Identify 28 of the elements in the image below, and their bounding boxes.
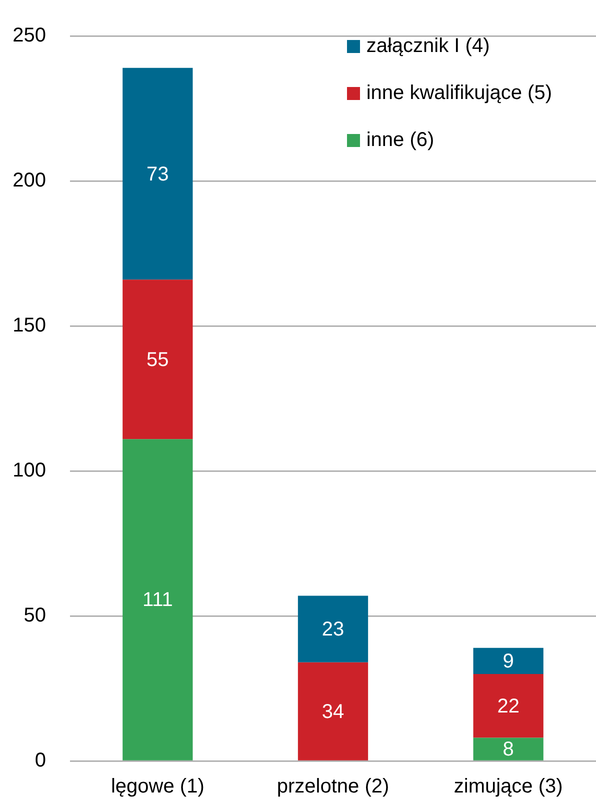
x-tick-label: lęgowe (1)	[110, 776, 204, 798]
data-label: 23	[322, 618, 344, 641]
x-tick-label: przelotne (2)	[276, 776, 390, 798]
bar	[122, 280, 193, 440]
y-tick-label: 150	[12, 314, 46, 337]
data-label: 111	[142, 589, 173, 612]
y-tick-label: 200	[12, 170, 46, 192]
data-label: 55	[146, 348, 169, 371]
bar	[122, 439, 193, 760]
data-label: 34	[322, 700, 344, 723]
y-tick-label: 250	[12, 24, 46, 47]
bar	[122, 68, 193, 280]
y-tick-label: 0	[34, 750, 46, 772]
legend-label: załącznik I (4)	[366, 34, 490, 58]
data-label: 73	[146, 163, 169, 186]
bar	[473, 738, 544, 760]
bar	[473, 648, 544, 674]
y-tick-label: 50	[24, 604, 46, 627]
bar	[298, 596, 368, 662]
bar	[298, 662, 368, 760]
data-label: 8	[502, 738, 514, 761]
bar	[473, 674, 544, 738]
data-label: 9	[502, 650, 514, 672]
data-label: 22	[497, 695, 520, 718]
x-tick-label: zimujące (3)	[454, 776, 563, 798]
y-tick-label: 100	[12, 460, 46, 482]
legend-label: inne (6)	[366, 128, 434, 152]
legend-label: inne kwalifikujące (5)	[366, 82, 552, 104]
